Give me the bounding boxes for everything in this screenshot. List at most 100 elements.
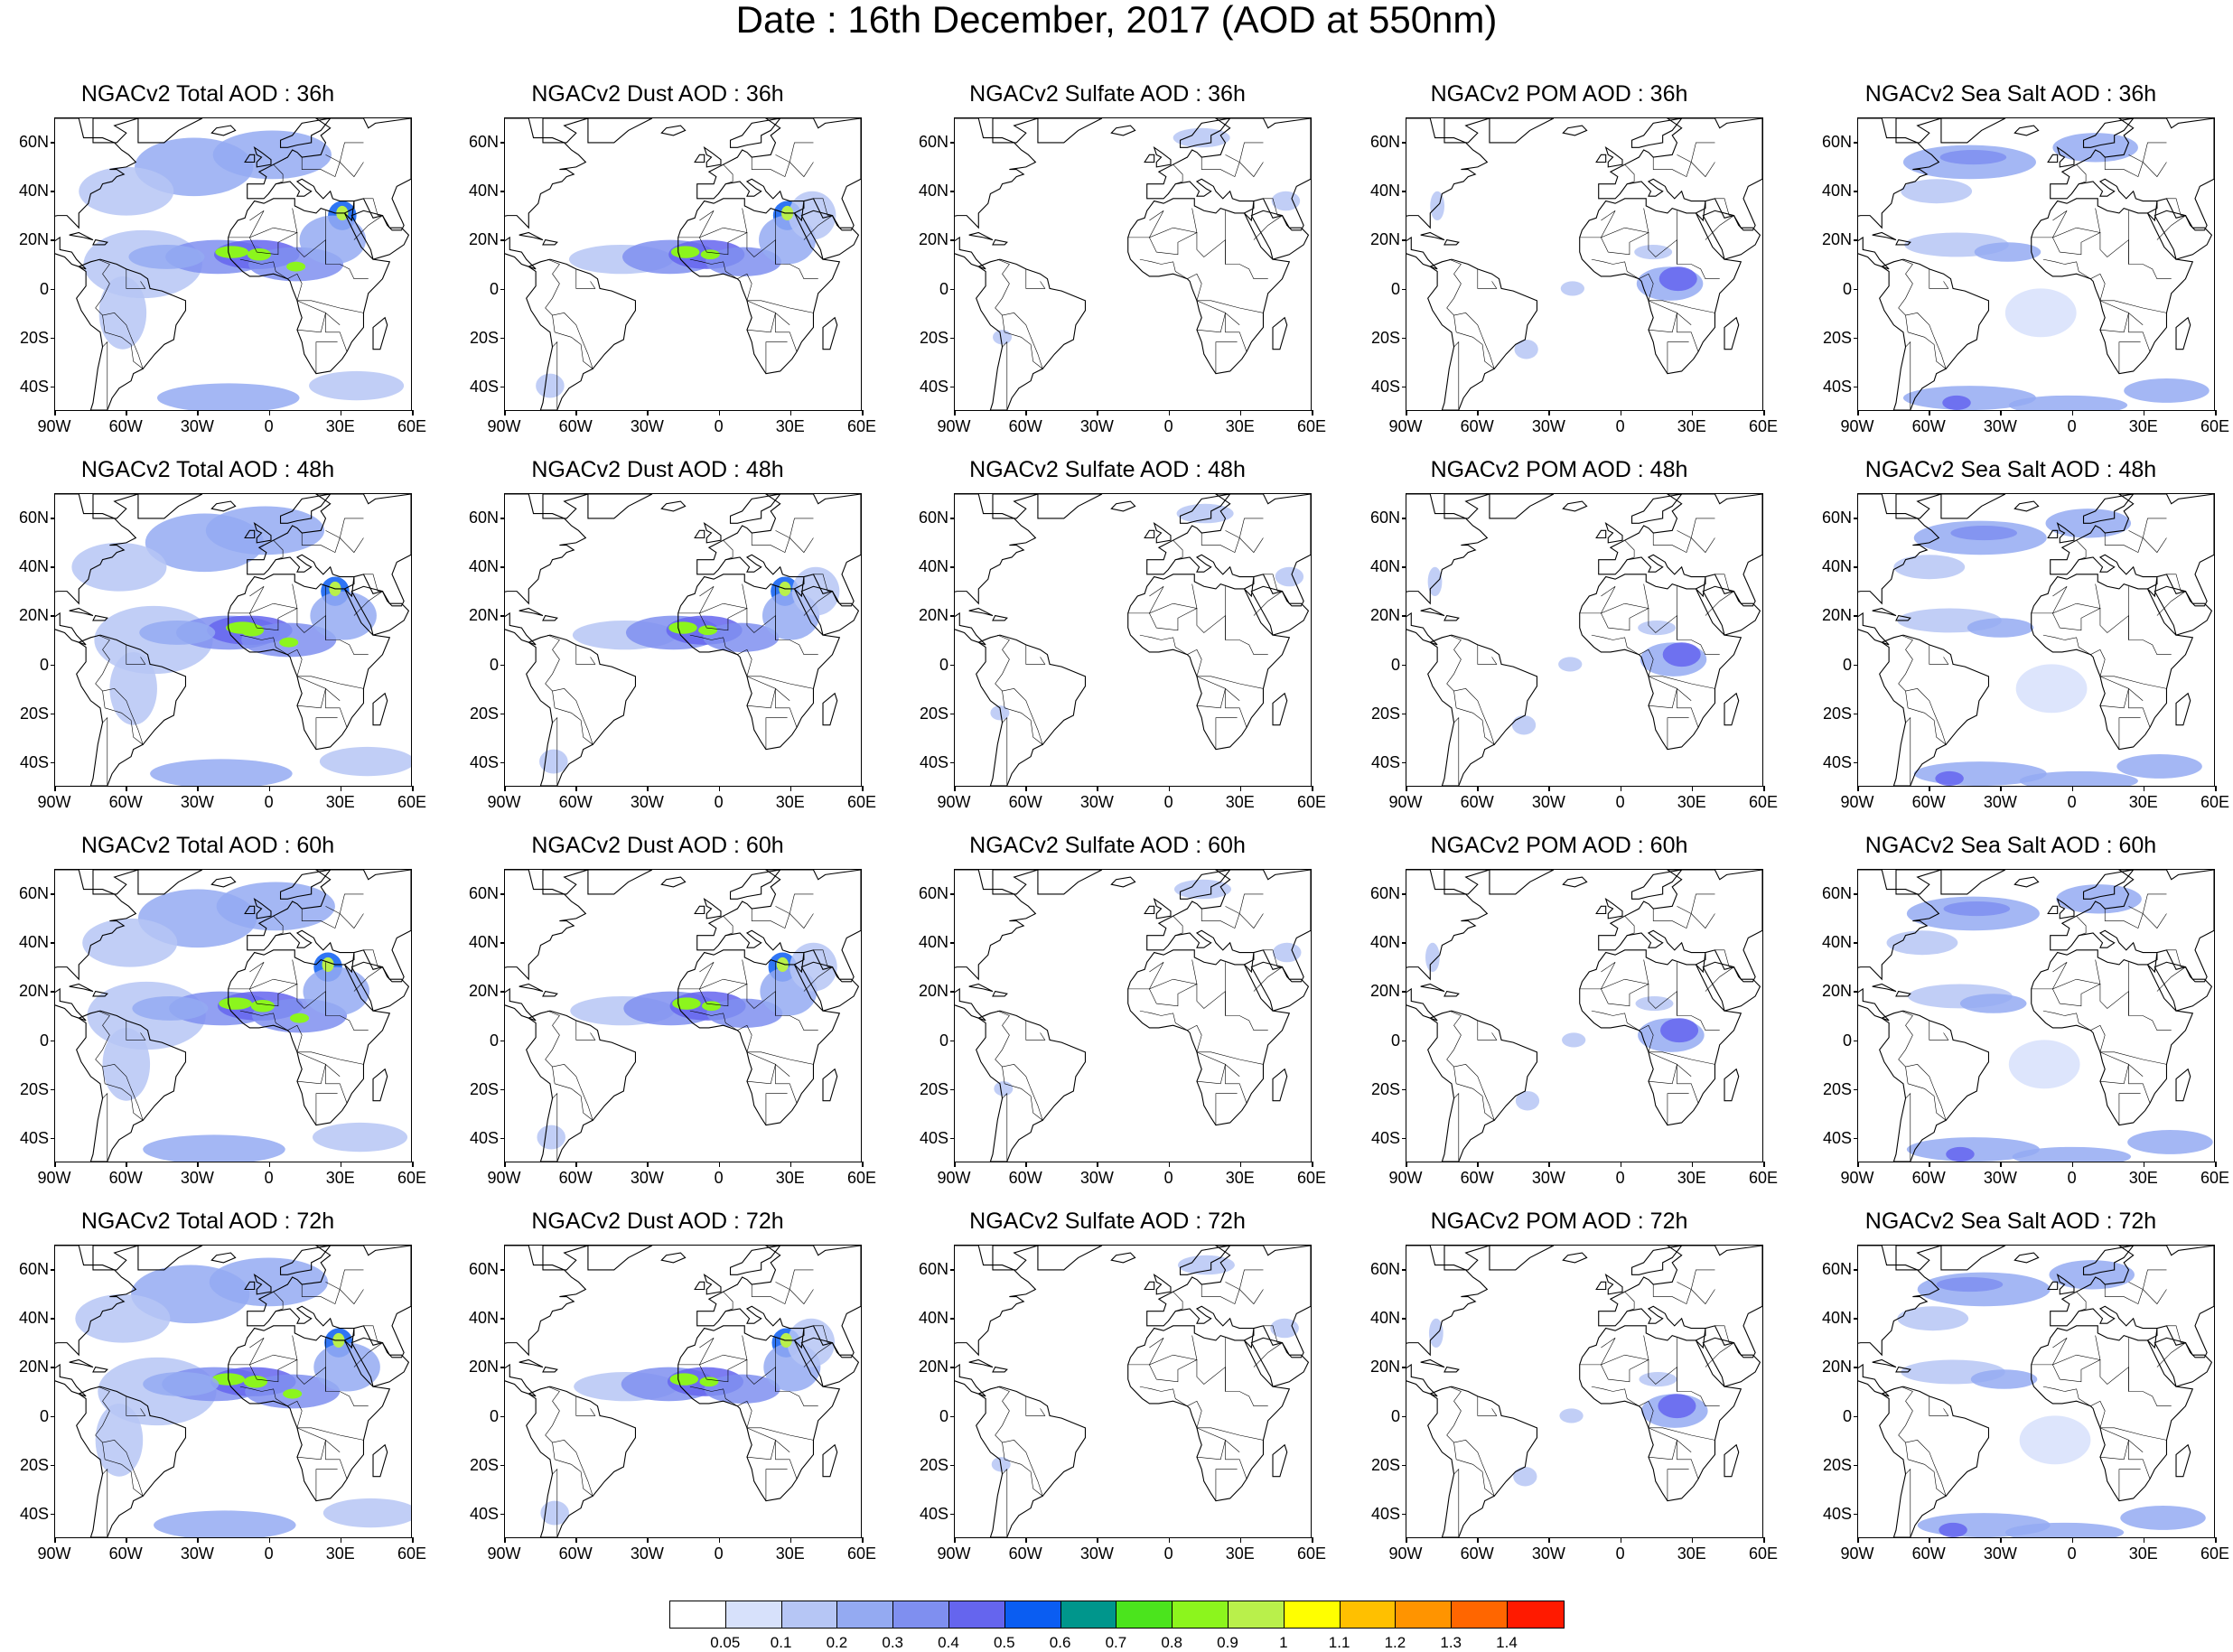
latitude-tick — [500, 1367, 506, 1368]
country-border — [746, 1427, 798, 1479]
country-border — [301, 1282, 341, 1305]
country-border — [1453, 688, 1495, 746]
country-border — [296, 300, 348, 352]
coastline — [244, 154, 256, 163]
aod-field — [2019, 770, 2138, 786]
colorbar-label: 0.05 — [710, 1634, 741, 1651]
coastline — [69, 607, 94, 617]
longitude-tick — [2000, 786, 2002, 791]
map-panel: NGACv2 Dust AOD : 72h 60N 40N 20N 0 20S 40S 90W… — [450, 1209, 876, 1570]
colorbar-swatch — [670, 1601, 726, 1628]
latitude-label: 60N — [1821, 509, 1852, 527]
coastline — [2047, 1281, 2059, 1291]
country-border — [2142, 142, 2167, 178]
longitude-tick — [197, 410, 199, 415]
country-border — [2042, 1386, 2167, 1441]
latitude-tick — [950, 386, 956, 388]
latitude-tick — [1402, 713, 1407, 715]
coastline — [1489, 118, 1555, 144]
country-border — [1648, 1439, 1692, 1461]
coastline — [729, 870, 781, 900]
coastline — [1427, 258, 1538, 410]
coastline — [1272, 316, 1288, 350]
aod-field — [154, 1510, 296, 1537]
aod-field — [1428, 1318, 1444, 1349]
latitude-tick — [1402, 191, 1407, 192]
country-border — [1477, 1020, 1498, 1041]
coastline — [703, 521, 722, 544]
coastline — [1562, 1252, 1588, 1264]
aod-field — [2008, 395, 2128, 410]
latitude-tick — [1854, 566, 1859, 568]
coastline — [1604, 897, 1623, 919]
latitude-tick — [1854, 1137, 1859, 1140]
coastline — [955, 870, 1037, 1022]
longitude-label: 30W — [1983, 793, 2017, 811]
latitude-label: 20S — [1822, 328, 1852, 347]
latitude-label: 0 — [489, 279, 499, 298]
country-border — [239, 1386, 364, 1441]
aod-field — [2019, 1415, 2091, 1465]
latitude-label: 20S — [469, 1455, 499, 1474]
country-border — [2051, 959, 2101, 990]
map-panel: NGACv2 Sulfate AOD : 60h 60N 40N 20N 0 20S 40S… — [900, 833, 1326, 1194]
longitude-label: 90W — [487, 1545, 521, 1563]
coastline — [1250, 1337, 1310, 1387]
longitude-tick — [1312, 410, 1313, 415]
country-border — [2076, 1291, 2087, 1311]
country-border — [2099, 1439, 2144, 1461]
map-frame — [54, 493, 412, 787]
aod-field — [670, 246, 700, 258]
coastline — [2031, 574, 2194, 751]
country-border — [1905, 1440, 1947, 1498]
longitude-label: 90W — [487, 417, 521, 435]
country-border — [95, 1010, 110, 1084]
coastline — [1940, 494, 2006, 519]
country-border — [1201, 530, 1240, 554]
aod-field — [303, 966, 370, 1016]
panel-title: NGACv2 Sea Salt AOD : 48h — [1864, 457, 2157, 482]
country-border — [353, 574, 384, 616]
longitude-label: 60W — [1008, 1169, 1042, 1187]
aod-field — [283, 1388, 303, 1399]
latitude-tick — [51, 337, 56, 340]
aod-field — [313, 1342, 380, 1392]
coastline — [1144, 529, 1155, 539]
colorbar-swatch — [1060, 1601, 1117, 1628]
coastline — [1110, 500, 1136, 512]
coastline — [2047, 154, 2059, 163]
colorbar-swatch — [1173, 1601, 1229, 1628]
longitude-tick — [126, 786, 127, 791]
latitude-label: 20N — [18, 1358, 49, 1377]
country-border — [803, 574, 834, 616]
coastline — [1879, 258, 1990, 410]
country-border — [1648, 687, 1692, 709]
latitude-tick — [950, 1040, 956, 1042]
longitude-tick — [1857, 410, 1859, 415]
longitude-label: 60E — [2200, 793, 2230, 811]
country-border — [2104, 906, 2144, 929]
panel-title: NGACv2 Total AOD : 60h — [80, 833, 335, 858]
country-border — [1139, 258, 1264, 313]
country-border — [1898, 258, 1913, 332]
longitude-label: 60W — [108, 1545, 143, 1563]
coastline — [526, 1386, 637, 1537]
latitude-tick — [950, 239, 956, 241]
coastline — [1250, 210, 1310, 260]
longitude-label: 60W — [1460, 1545, 1494, 1563]
country-border — [751, 154, 790, 178]
aod-field — [79, 166, 174, 216]
coastline — [2154, 585, 2213, 636]
coastline — [253, 521, 272, 544]
longitude-label: 90W — [937, 417, 971, 435]
country-border — [552, 688, 593, 746]
country-border — [339, 893, 364, 929]
latitude-tick — [51, 1040, 56, 1042]
aod-field — [1897, 1306, 1969, 1331]
coastline — [372, 316, 388, 350]
coastline — [519, 1358, 544, 1368]
country-border — [102, 716, 108, 786]
latitude-tick — [500, 1269, 506, 1271]
colorbar-label: 0.6 — [1049, 1634, 1071, 1651]
longitude-tick — [1168, 786, 1171, 791]
